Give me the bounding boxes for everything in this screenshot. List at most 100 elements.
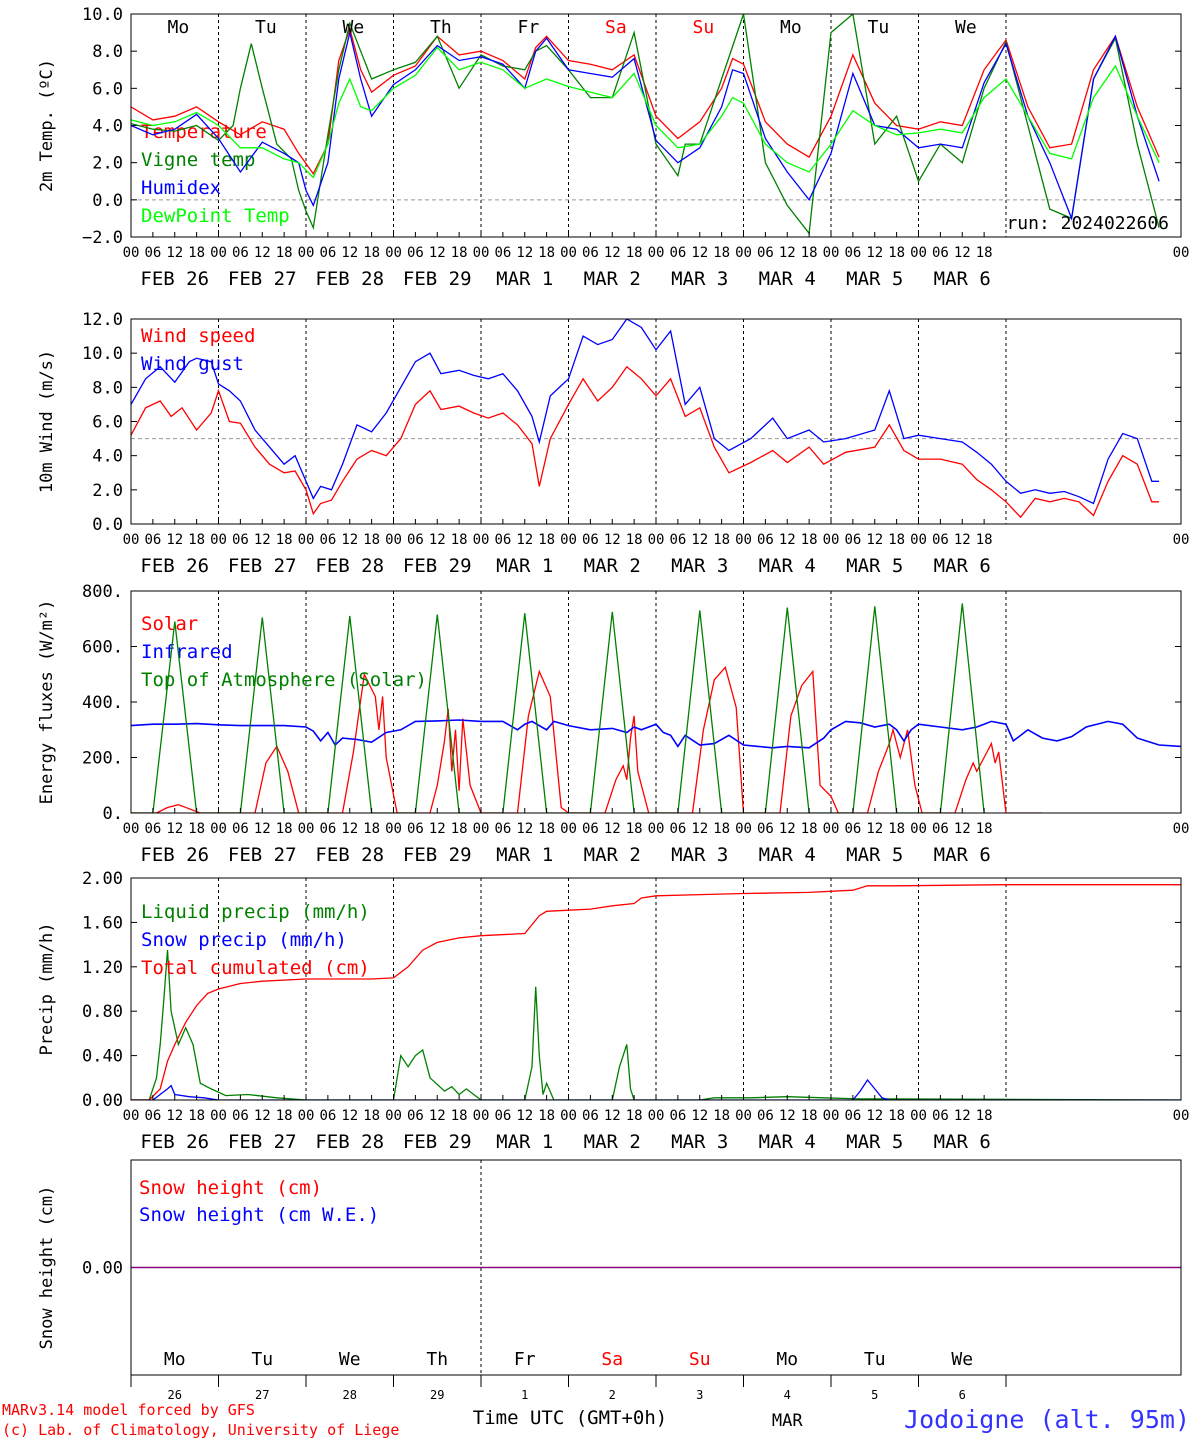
x-date-label: FEB 28: [315, 555, 384, 577]
legend-entry: Top of Atmosphere (Solar): [141, 669, 427, 691]
x-hour-label: 12: [166, 821, 183, 837]
x-hour-label: 06: [144, 1108, 161, 1124]
x-date-label: MAR 1: [496, 1131, 553, 1153]
y-tick-label: 0.80: [82, 1002, 123, 1022]
x-hour-label: 06: [407, 821, 424, 837]
x-date-label: FEB 27: [228, 555, 297, 577]
legend-entry: Humidex: [141, 177, 221, 199]
day-number-label: 1: [521, 1388, 528, 1402]
x-hour-label: 00: [648, 532, 665, 548]
x-hour-label: 12: [429, 532, 446, 548]
x-hour-label: 00: [123, 532, 140, 548]
series-line-dewpoint-temp: [131, 46, 1160, 179]
x-hour-label: 06: [232, 1108, 249, 1124]
x-date-label: MAR 2: [584, 268, 641, 290]
x-hour-label: 06: [232, 245, 249, 261]
x-date-label: FEB 29: [403, 555, 472, 577]
x-hour-label: 18: [801, 245, 818, 261]
x-hour-label: 12: [954, 1108, 971, 1124]
x-hour-label: 00: [473, 821, 490, 837]
x-hour-label: 06: [669, 821, 686, 837]
day-number-label: 5: [871, 1388, 878, 1402]
day-number-label: 29: [430, 1388, 444, 1402]
x-hour-label: 18: [451, 821, 468, 837]
x-date-label: MAR 3: [671, 844, 728, 866]
x-hour-label: 06: [669, 245, 686, 261]
x-hour-label: 06: [932, 821, 949, 837]
x-hour-label: 18: [626, 245, 643, 261]
x-hour-label: 18: [626, 1108, 643, 1124]
x-hour-label: 12: [341, 1108, 358, 1124]
x-date-label: FEB 29: [403, 1131, 472, 1153]
x-hour-label: 00: [385, 532, 402, 548]
x-hour-label: 18: [801, 1108, 818, 1124]
y-tick-label: 8.0: [92, 42, 123, 62]
panel-3: 0. 200. 400. 600. 800. Energy fluxes (W/m²) So…: [37, 582, 1189, 866]
weekday-label: Su: [689, 1349, 711, 1370]
x-hour-label: 12: [954, 245, 971, 261]
x-hour-label: 00: [210, 532, 227, 548]
x-date-label: MAR 2: [584, 555, 641, 577]
x-hour-label: 18: [801, 821, 818, 837]
x-hour-label: 06: [582, 821, 599, 837]
y-tick-label: 0.00: [82, 1091, 123, 1111]
x-date-label: FEB 27: [228, 1131, 297, 1153]
weekday-label: Th: [430, 17, 452, 38]
x-date-label: MAR 1: [496, 268, 553, 290]
x-hour-label: 06: [669, 1108, 686, 1124]
weekday-label: Th: [426, 1349, 448, 1370]
x-hour-label: 18: [451, 532, 468, 548]
x-hour-label: 18: [188, 821, 205, 837]
x-hour-label: 00: [298, 532, 315, 548]
x-hour-label: 18: [538, 1108, 555, 1124]
x-hour-label: 06: [319, 1108, 336, 1124]
x-date-label: FEB 28: [315, 1131, 384, 1153]
x-hour-label: 12: [866, 245, 883, 261]
x-date-label: FEB 29: [403, 844, 472, 866]
weekday-label: Mo: [776, 1349, 798, 1370]
x-hour-label: 18: [888, 532, 905, 548]
x-hour-label: 00: [910, 1108, 927, 1124]
x-hour-label: 00: [473, 245, 490, 261]
x-hour-label: 18: [888, 245, 905, 261]
x-hour-label: 06: [494, 1108, 511, 1124]
day-number-label: 3: [696, 1388, 703, 1402]
x-hour-label: 12: [779, 532, 796, 548]
legend-entry: Vigne temp: [141, 149, 255, 171]
x-hour-label: 00: [1173, 1108, 1190, 1124]
x-hour-label: 06: [844, 532, 861, 548]
day-number-label: 4: [784, 1388, 791, 1402]
x-hour-label: 12: [866, 1108, 883, 1124]
x-hour-label: 00: [823, 245, 840, 261]
weekday-label: Sa: [601, 1349, 623, 1370]
x-hour-label: 00: [298, 1108, 315, 1124]
panel-4: 0.00 0.40 0.80 1.20 1.60 2.00 Precip (mm/h) Liq…: [37, 869, 1189, 1153]
x-hour-label: 00: [210, 245, 227, 261]
y-tick-label: 2.0: [92, 154, 123, 174]
day-number-label: 28: [343, 1388, 357, 1402]
y-axis-label: Energy fluxes (W/m²): [37, 600, 57, 805]
x-hour-label: 00: [560, 1108, 577, 1124]
x-date-label: MAR 5: [846, 1131, 903, 1153]
x-hour-label: 06: [319, 245, 336, 261]
x-hour-label: 18: [538, 532, 555, 548]
y-tick-label: 400.: [82, 693, 123, 713]
x-hour-label: 06: [407, 245, 424, 261]
x-hour-label: 00: [473, 1108, 490, 1124]
x-hour-label: 12: [429, 1108, 446, 1124]
x-hour-label: 12: [429, 821, 446, 837]
legend-entry: Snow height (cm W.E.): [139, 1204, 379, 1226]
x-hour-label: 06: [582, 245, 599, 261]
weekday-label: We: [955, 17, 977, 38]
weekday-label: Mo: [164, 1349, 186, 1370]
x-hour-label: 00: [1173, 532, 1190, 548]
y-tick-label: 600.: [82, 638, 123, 658]
day-number-label: 2: [609, 1388, 616, 1402]
x-date-label: MAR 1: [496, 555, 553, 577]
x-hour-label: 12: [604, 1108, 621, 1124]
x-hour-label: 06: [669, 532, 686, 548]
x-hour-label: 18: [363, 1108, 380, 1124]
x-hour-label: 06: [232, 532, 249, 548]
y-axis-label: 10m Wind (m/s): [37, 350, 57, 493]
x-hour-label: 12: [254, 532, 271, 548]
